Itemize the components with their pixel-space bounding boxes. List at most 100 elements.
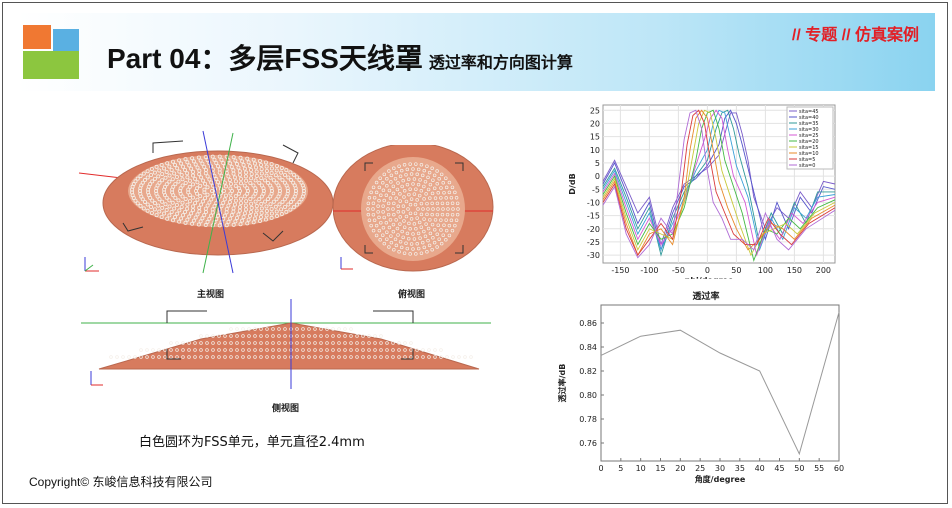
axis-triad-icon (84, 257, 99, 272)
fss-ring (404, 214, 409, 219)
fss-ring (233, 219, 238, 224)
fss-ring (247, 341, 251, 345)
fss-ring (307, 341, 311, 345)
fss-ring (402, 163, 407, 167)
fss-ring (261, 186, 266, 191)
fss-ring (189, 166, 194, 171)
fss-ring (229, 348, 233, 352)
fss-ring (416, 246, 421, 251)
fss-ring (378, 176, 382, 180)
fss-ring (444, 176, 448, 180)
fss-ring (259, 210, 264, 215)
fss-ring (254, 169, 259, 174)
fss-ring (229, 213, 234, 218)
fss-ring (426, 207, 430, 211)
fss-ring (450, 212, 455, 217)
fss-ring (325, 327, 329, 331)
fss-ring (451, 207, 455, 211)
fss-ring (450, 201, 455, 206)
fss-ring (254, 208, 259, 213)
fss-ring (212, 204, 217, 209)
fss-ring (198, 194, 203, 199)
fss-ring (463, 355, 467, 359)
fss-ring (187, 178, 192, 183)
fss-ring (209, 213, 214, 218)
fss-ring (396, 233, 400, 237)
fss-ring (401, 235, 405, 240)
fss-ring (253, 199, 258, 204)
fss-ring (185, 175, 190, 180)
fss-ring (373, 341, 377, 345)
fss-ring (175, 211, 180, 216)
fss-ring (289, 178, 294, 183)
fss-ring (405, 182, 410, 187)
fss-ring (223, 355, 227, 359)
fss-ring (145, 348, 149, 352)
fss-ring (405, 246, 410, 251)
fss-ring (444, 218, 448, 222)
fss-ring (183, 197, 188, 202)
fss-ring (313, 348, 317, 352)
fss-ring (235, 341, 239, 345)
fss-ring (279, 207, 284, 212)
fss-ring (379, 334, 383, 338)
fss-ring (374, 180, 379, 185)
fss-ring (426, 226, 431, 231)
fss-ring (173, 215, 178, 220)
fss-ring (416, 207, 420, 211)
fss-ring (274, 214, 279, 219)
axis-triad-icon-side (90, 371, 103, 386)
x-tick-label: 5 (618, 464, 623, 473)
fss-ring (170, 218, 175, 223)
fss-ring (381, 210, 385, 214)
fss-ring (419, 189, 424, 193)
fss-ring (183, 220, 188, 225)
fss-ring (160, 205, 165, 210)
fss-ring (205, 192, 210, 197)
fss-ring (378, 238, 382, 242)
fss-ring (391, 341, 395, 345)
fss-ring (173, 182, 178, 187)
fss-ring (180, 200, 185, 205)
fss-ring (455, 201, 460, 206)
fss-ring (361, 355, 365, 359)
axis-triad-icon-top (340, 257, 353, 270)
fss-ring (433, 218, 438, 222)
fss-ring-pattern-top (366, 162, 460, 256)
fss-ring (170, 200, 175, 205)
fss-ring (247, 164, 252, 169)
fss-ring (203, 196, 208, 201)
y-tick-label: 15 (590, 133, 600, 142)
fss-ring (392, 201, 396, 206)
fss-ring (413, 202, 418, 207)
fss-ring (253, 348, 257, 352)
fss-ring (391, 191, 396, 196)
fss-ring (200, 161, 205, 166)
fss-ring (307, 348, 311, 352)
fss-ring (269, 171, 274, 176)
fss-ring (381, 225, 386, 230)
fss-ring (169, 168, 174, 173)
fss-ring (404, 199, 409, 204)
fss-ring (164, 169, 169, 174)
fss-ring (422, 168, 427, 173)
fss-ring (288, 170, 293, 175)
fss-ring (253, 186, 258, 191)
radome-top-view (333, 145, 494, 272)
fss-ring (277, 327, 281, 331)
fss-ring (157, 348, 161, 352)
fss-ring (131, 182, 136, 187)
fss-ring (343, 348, 347, 352)
fss-ring (238, 176, 243, 181)
x-tick-label: 50 (731, 266, 741, 275)
x-tick-label: 15 (655, 464, 665, 473)
fss-ring (217, 167, 222, 172)
fss-ring (170, 177, 175, 182)
fss-ring (247, 348, 251, 352)
fss-ring (414, 227, 418, 231)
fss-ring (439, 348, 443, 352)
fss-ring (389, 234, 393, 238)
fss-ring (175, 166, 180, 171)
fss-ring (157, 209, 162, 214)
fss-ring (385, 341, 389, 345)
